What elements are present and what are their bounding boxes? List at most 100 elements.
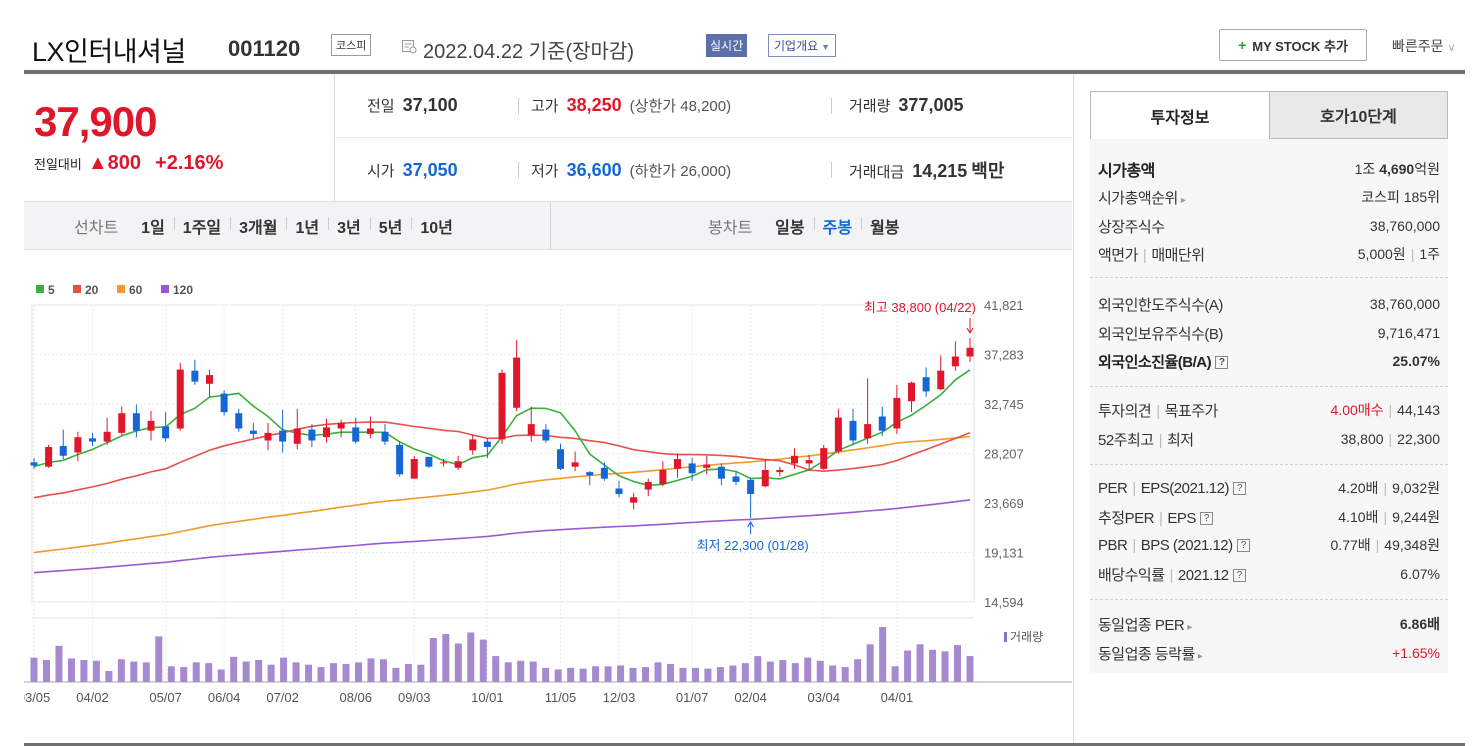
industry-change-row[interactable]: 동일업종 등락률 ▸ +1.65% — [1098, 639, 1440, 667]
par-value: 5,000원 — [1357, 246, 1406, 262]
base-date: 2022.04.22 기준(장마감) — [423, 41, 634, 63]
line-chart-tabs: 선차트 1일 1주일 3개월 1년 3년 5년 10년 — [74, 202, 462, 250]
chart-legend: 5 20 60 120 — [36, 283, 193, 297]
invest-info-panel: 시가총액 1조 4,690억원 시가총액순위 ▸ 코스피 185위 상장주식수 3… — [1090, 139, 1448, 673]
volume-bar — [305, 664, 313, 682]
volume-bar — [192, 662, 200, 682]
tab-3month[interactable]: 3개월 — [230, 214, 286, 238]
amount-label: 거래대금 — [849, 164, 905, 181]
tab-3year[interactable]: 3년 — [328, 214, 370, 238]
quick-order-dropdown[interactable]: 빠른주문 ∨ — [1392, 36, 1456, 56]
candle-body — [206, 375, 213, 384]
volume-legend-label: 거래량 — [1010, 630, 1043, 644]
volume-bar — [929, 649, 937, 682]
candle-body — [908, 382, 915, 402]
volume-bar — [105, 671, 113, 682]
candle-body — [776, 469, 784, 473]
listed-shares-label: 상장주식수 — [1098, 218, 1165, 236]
min-price-label: 최저 22,300 (01/28) — [697, 538, 809, 553]
help-icon[interactable]: ? — [1232, 482, 1246, 496]
target-price: 44,143 — [1397, 402, 1440, 418]
volume-bar — [866, 644, 874, 682]
tab-1week[interactable]: 1주일 — [173, 214, 230, 238]
candle-body — [571, 462, 579, 467]
market-cap-jo: 1조 — [1354, 161, 1380, 177]
high-label: 고가 — [531, 98, 559, 115]
help-icon[interactable]: ? — [1232, 569, 1246, 583]
calendar-icon — [402, 40, 417, 54]
trade-amount: 거래대금 14,215 백만 — [849, 157, 1004, 183]
candle-body — [674, 459, 681, 469]
change-rate: +2.16% — [155, 152, 224, 174]
tab-10year[interactable]: 10년 — [411, 214, 462, 238]
tab-order-book[interactable]: 호가10단계 — [1269, 91, 1448, 139]
y-tick-label: 37,283 — [984, 348, 1024, 363]
tab-invest-info[interactable]: 투자정보 — [1090, 91, 1270, 139]
candle-body — [45, 447, 53, 467]
legend-label: 120 — [173, 283, 193, 297]
realtime-button[interactable]: 실시간 — [706, 34, 748, 57]
per-value: 4.20배 | 9,032원 — [1338, 480, 1440, 496]
candle-body — [323, 427, 330, 438]
volume-bar — [167, 666, 175, 682]
tab-weekly[interactable]: 주봉 — [813, 214, 861, 238]
tab-1day[interactable]: 1일 — [141, 220, 165, 237]
legend-swatch — [117, 285, 125, 293]
ma-line-60 — [33, 435, 971, 554]
tab-5year[interactable]: 5년 — [369, 214, 412, 238]
triangle-right-icon: ▸ — [1197, 650, 1203, 662]
amount-value: 14,215 — [912, 161, 968, 181]
candle-body — [732, 476, 740, 482]
legend-swatch — [73, 285, 81, 293]
max-price-label: 최고 38,800 (04/22) — [864, 300, 976, 315]
help-icon[interactable]: ? — [1236, 539, 1250, 553]
market-cap-label: 시가총액 — [1098, 163, 1155, 180]
x-tick-label: 01/07 — [676, 690, 709, 705]
help-icon[interactable]: ? — [1215, 356, 1229, 370]
volume-bar — [941, 651, 949, 682]
volume-bar — [230, 656, 238, 682]
tab-monthly[interactable]: 월봉 — [861, 214, 908, 238]
dividend-row: 배당수익률 | 2021.12? 6.07% — [1098, 560, 1440, 588]
volume-bar — [479, 639, 487, 682]
legend-label: 5 — [48, 283, 55, 297]
high-value: 38,250 — [566, 95, 622, 115]
legend-label: 60 — [129, 283, 143, 297]
volume-bar — [454, 643, 462, 682]
volume-bar — [242, 661, 250, 682]
candle-body — [30, 462, 38, 466]
add-mystock-button[interactable]: + MY STOCK 추가 — [1219, 29, 1367, 61]
low-label: 저가 — [531, 162, 559, 180]
stats-row: 시가 37,050 저가 36,600 (하한가 26,000) 거래대금 14,215… — [335, 138, 1072, 202]
volume-bar — [517, 660, 525, 682]
industry-per-row[interactable]: 동일업종 PER ▸ 6.86배 — [1098, 610, 1440, 638]
x-tick-label: 03/05 — [24, 690, 50, 705]
prev-close: 전일 37,100 — [367, 95, 458, 116]
help-icon[interactable]: ? — [1199, 512, 1213, 526]
candle-body — [118, 413, 126, 433]
stock-chart[interactable]: 5 20 60 120 41,821 37,283 32,745 28,207 23,669 1… — [24, 250, 1072, 744]
market-cap-rank-row[interactable]: 시가총액순위 ▸ 코스피 185위 — [1098, 183, 1440, 211]
company-overview-dropdown[interactable]: 기업개요 ▼ — [768, 34, 837, 57]
current-price: 37,900 — [34, 98, 157, 145]
market-cap-rank-label: 시가총액순위 ▸ — [1098, 187, 1186, 208]
volume-bar — [504, 662, 512, 682]
pbr-row: PBR | BPS (2021.12)? 0.77배 | 49,348원 — [1098, 531, 1440, 559]
y-tick-label: 32,745 — [984, 397, 1024, 412]
tab-daily[interactable]: 일봉 — [775, 220, 805, 237]
volume-bar — [155, 636, 163, 682]
opinion-value-text: 4.00매수 — [1330, 402, 1384, 418]
listed-shares-value: 38,760,000 — [1369, 218, 1440, 234]
company-overview-label: 기업개요 — [774, 39, 819, 53]
candle-body — [235, 413, 243, 429]
volume-bar — [67, 658, 75, 682]
volume-bar — [629, 667, 637, 682]
candle-body — [220, 393, 228, 413]
eps-label: EPS(2021.12) — [1140, 479, 1230, 497]
candle-body — [396, 444, 404, 475]
tab-1year[interactable]: 1년 — [286, 214, 328, 238]
volume-bar — [654, 662, 662, 682]
x-tick-label: 12/03 — [603, 690, 636, 705]
volume-label: 거래량 — [849, 98, 891, 115]
candle-body — [542, 429, 550, 441]
